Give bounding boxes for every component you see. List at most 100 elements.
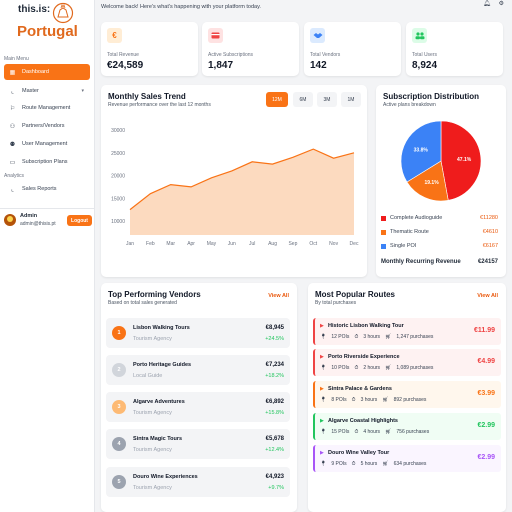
vendor-growth: +24.5% xyxy=(265,336,284,342)
pin-icon: 📍︎ xyxy=(320,397,327,403)
route-purchases: 634 purchases xyxy=(393,461,427,467)
brand-line-1: this.is: xyxy=(18,4,51,15)
vendor-amount: €4,923 xyxy=(265,474,284,480)
legend-name: Single POI xyxy=(390,243,417,249)
avatar[interactable] xyxy=(4,214,16,226)
route-duration: 3 hours xyxy=(360,397,378,403)
legend-name: Thematic Route xyxy=(390,229,429,235)
y-tick-label: 15000 xyxy=(111,196,125,202)
routes-view-all-link[interactable]: View All xyxy=(477,293,498,299)
x-tick-label: Sep xyxy=(288,241,297,247)
vendor-name: Porto Heritage Guides xyxy=(133,362,192,368)
route-name: Douro Wine Valley Tour xyxy=(328,450,390,456)
vendor-row[interactable]: 4 Sintra Magic Tours Tourism Agency €5,6… xyxy=(106,429,290,459)
stat-value: 8,924 xyxy=(412,60,438,71)
pie-slice-label: 47.1% xyxy=(457,157,472,163)
vendor-name: Douro Wine Experiences xyxy=(133,474,198,480)
route-row[interactable]: ▶ Sintra Palace & Gardens 📍︎ 8 POIs ⏱︎ 3 h… xyxy=(313,381,501,408)
route-name: Algarve Coastal Highlights xyxy=(328,418,398,424)
sales-area-chart: 10000 15000 20000 25000 30000 Jan Feb Mar Apr May… xyxy=(111,128,359,247)
route-duration: 5 hours xyxy=(360,461,378,467)
legend-swatch xyxy=(381,216,386,221)
pin-icon: 📍︎ xyxy=(320,429,327,435)
pie-slice xyxy=(440,120,482,201)
legend-name: Complete Audioguide xyxy=(390,215,443,221)
subscription-pie-chart: 47.1% 19.1% 33.8% xyxy=(400,120,482,202)
sidebar-item-dashboard[interactable]: ▦ Dashboard xyxy=(4,64,90,80)
handshake-icon xyxy=(310,28,325,43)
sidebar-item-label: Route Management xyxy=(22,105,71,111)
route-name: Sintra Palace & Gardens xyxy=(328,386,392,392)
sidebar-item-label: Partners/Vendors xyxy=(22,123,65,129)
route-pois: 15 POIs xyxy=(331,429,350,435)
mrr-row: Monthly Recurring Revenue €24157 xyxy=(381,259,498,265)
sidebar-item-partners[interactable]: ⚇ Partners/Vendors xyxy=(4,118,90,134)
sidebar-item-user-management[interactable]: ⚉ User Management xyxy=(4,136,90,152)
vendor-type: Local Guide xyxy=(133,373,163,379)
range-12m-button[interactable]: 12M xyxy=(266,92,288,107)
sales-trend-panel: Monthly Sales Trend Revenue performance … xyxy=(101,85,367,277)
clock-icon: ⏱︎ xyxy=(351,397,356,403)
vendors-view-all-link[interactable]: View All xyxy=(268,293,289,299)
vendor-growth: +18.2% xyxy=(265,373,284,379)
bell-icon[interactable]: 🔔︎ xyxy=(482,1,491,7)
sidebar-item-route-management[interactable]: ⚐ Route Management xyxy=(4,100,90,116)
dashboard-icon: ▦ xyxy=(9,69,16,76)
route-pois: 12 POIs xyxy=(331,334,350,340)
route-meta: 📍︎ 15 POIs ⏱︎ 4 hours 🛒︎ 756 purchases xyxy=(320,429,429,435)
pie-slice-label: 19.1% xyxy=(424,180,439,186)
stat-value: €24,589 xyxy=(107,60,144,71)
route-duration: 3 hours xyxy=(363,334,381,340)
pin-icon: 📍︎ xyxy=(320,334,327,340)
sidebar-item-subscription-plans[interactable]: ▭ Subscription Plans xyxy=(4,154,90,170)
range-3m-button[interactable]: 3M xyxy=(317,92,337,107)
vendor-row[interactable]: 1 Lisbon Walking Tours Tourism Agency €8… xyxy=(106,318,290,348)
gear-icon[interactable]: ⚙ xyxy=(498,1,504,7)
brand-logo[interactable]: this.is: Portugal xyxy=(14,2,80,42)
admin-name: Admin xyxy=(20,213,38,219)
vendor-row[interactable]: 2 Porto Heritage Guides Local Guide €7,2… xyxy=(106,355,290,385)
logout-button[interactable]: Logout xyxy=(67,215,92,226)
vendor-growth: +12.4% xyxy=(265,447,284,453)
vendor-name: Algarve Adventures xyxy=(133,399,185,405)
vendor-row[interactable]: 3 Algarve Adventures Tourism Agency €6,8… xyxy=(106,392,290,422)
stat-card-vendors: Total Vendors 142 xyxy=(304,22,401,76)
popular-routes-panel: Most Popular Routes By total purchases V… xyxy=(308,283,506,512)
route-price: €4.99 xyxy=(477,358,495,365)
range-1m-button[interactable]: 1M xyxy=(341,92,361,107)
distribution-title: Subscription Distribution xyxy=(383,92,479,101)
sidebar-item-sales-reports[interactable]: ⌞ Sales Reports xyxy=(4,181,90,197)
x-tick-label: May xyxy=(207,241,217,247)
vendor-amount: €5,678 xyxy=(265,436,284,442)
cart-icon: 🛒︎ xyxy=(382,397,389,403)
legend-value: €6167 xyxy=(482,243,498,249)
route-row[interactable]: ▶ Porto Riverside Experience 📍︎ 10 POIs ⏱… xyxy=(313,349,501,376)
range-6m-button[interactable]: 6M xyxy=(293,92,313,107)
sidebar-item-label: User Management xyxy=(22,141,68,147)
stat-card-subscriptions: Active Subscriptions 1,847 xyxy=(202,22,299,76)
clock-icon: ⏱︎ xyxy=(354,365,359,371)
routes-subtitle: By total purchases xyxy=(315,300,357,306)
rank-badge: 1 xyxy=(112,326,126,340)
sidebar-item-master[interactable]: ⌞ Master ▾ xyxy=(4,83,90,99)
route-row[interactable]: ▶ Algarve Coastal Highlights 📍︎ 15 POIs ⏱… xyxy=(313,413,501,440)
route-meta: 📍︎ 12 POIs ⏱︎ 3 hours 🛒︎ 1,247 purchases xyxy=(320,334,433,340)
x-tick-label: Jan xyxy=(126,241,134,247)
vendor-amount: €6,892 xyxy=(265,399,284,405)
route-row[interactable]: ▶ Historic Lisbon Walking Tour 📍︎ 12 POIs… xyxy=(313,318,501,345)
x-tick-label: Aug xyxy=(268,241,277,247)
y-tick-label: 25000 xyxy=(111,151,125,157)
pie-slice xyxy=(406,160,449,202)
legend-swatch xyxy=(381,230,386,235)
route-marker-icon: ▶ xyxy=(320,323,324,329)
vendor-row[interactable]: 5 Douro Wine Experiences Tourism Agency … xyxy=(106,467,290,497)
route-meta: 📍︎ 10 POIs ⏱︎ 2 hours 🛒︎ 1,089 purchases xyxy=(320,365,433,371)
route-row[interactable]: ▶ Douro Wine Valley Tour 📍︎ 9 POIs ⏱︎ 5 ho… xyxy=(313,445,501,472)
pin-icon: 📍︎ xyxy=(320,461,327,467)
y-tick-label: 10000 xyxy=(111,219,125,225)
vendor-growth: +9.7% xyxy=(268,485,284,491)
vendor-amount: €8,945 xyxy=(265,325,284,331)
vendor-name: Sintra Magic Tours xyxy=(133,436,183,442)
route-pois: 8 POIs xyxy=(331,397,347,403)
sales-trend-subtitle: Revenue performance over the last 12 mon… xyxy=(108,102,211,108)
